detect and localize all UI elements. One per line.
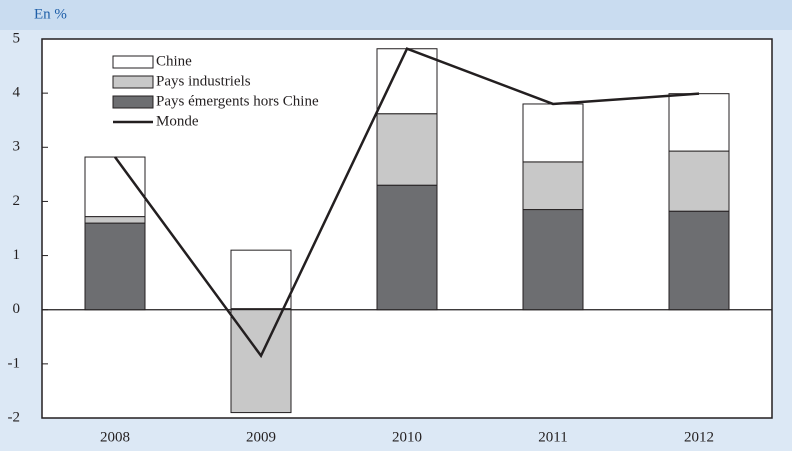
bar-segment [522, 209, 584, 311]
bar-segment [376, 113, 438, 186]
bar-segment [522, 161, 584, 211]
y-tick-label: 2 [13, 193, 21, 209]
legend-label: Monde [156, 113, 199, 129]
y-tick-label: -1 [8, 355, 21, 371]
bar-segment [668, 93, 730, 152]
bar-segment [84, 216, 146, 224]
legend-swatch [112, 75, 154, 89]
y-tick-label: 0 [13, 301, 21, 317]
bar-segment [84, 156, 146, 218]
y-tick-label: 3 [13, 139, 21, 155]
y-tick-label: 5 [13, 30, 21, 46]
y-tick-label: -2 [8, 409, 21, 425]
x-tick-label: 2012 [684, 429, 714, 445]
bar-segment [668, 210, 730, 311]
bar-segment [376, 184, 438, 311]
bar-segment [230, 249, 292, 310]
legend-swatch [112, 95, 154, 109]
bar-segment [668, 150, 730, 212]
legend-label: Chine [156, 53, 192, 69]
axis-unit: En % [34, 6, 67, 22]
bar-segment [522, 103, 584, 163]
x-tick-label: 2008 [100, 429, 130, 445]
x-tick-label: 2009 [246, 429, 276, 445]
line-series [113, 47, 700, 359]
y-tick-label: 4 [13, 85, 21, 101]
bar-segment [376, 48, 438, 115]
x-tick-label: 2011 [538, 429, 567, 445]
legend-label: Pays émergents hors Chine [156, 93, 319, 109]
x-tick-label: 2010 [392, 429, 422, 445]
legend-label: Pays industriels [156, 73, 251, 89]
header-band [0, 0, 792, 30]
bar-segment [84, 222, 146, 311]
legend-swatch [112, 55, 154, 69]
y-tick-label: 1 [13, 247, 21, 263]
